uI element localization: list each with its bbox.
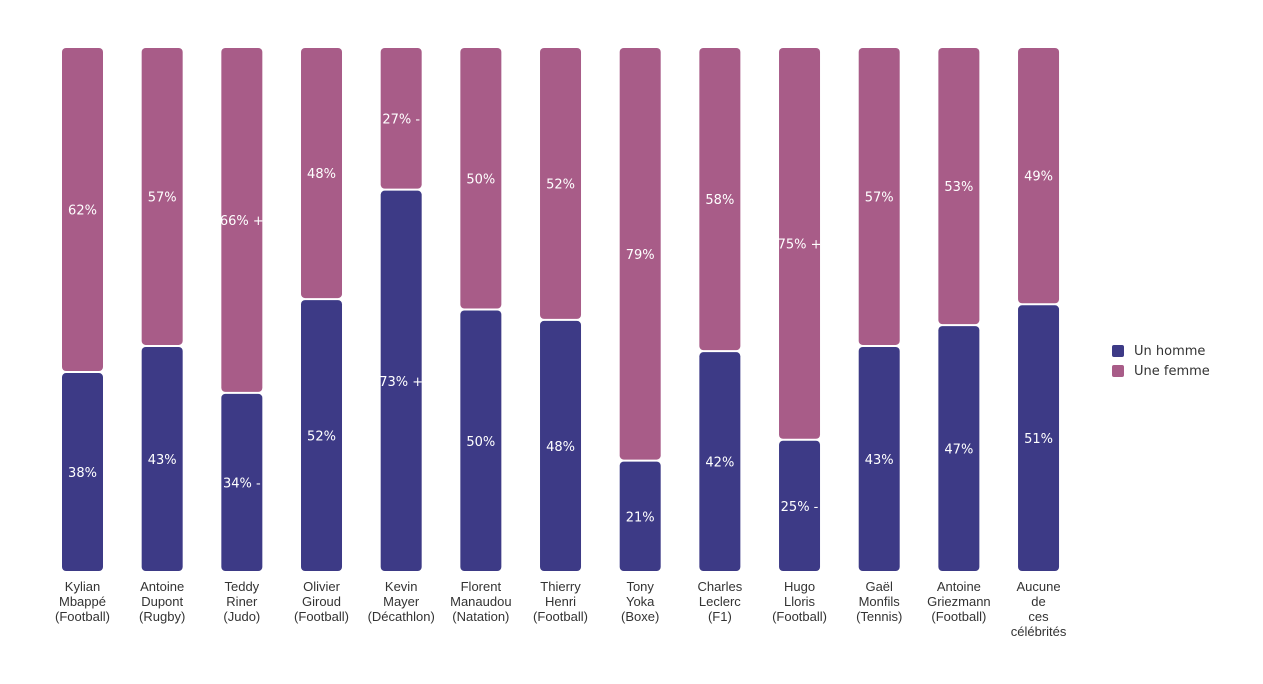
data-label-un-homme-6: 48% xyxy=(546,440,575,455)
bar-une-femme-2 xyxy=(221,48,263,392)
legend: Un homme Une femme xyxy=(1112,341,1210,381)
category-label-7: Tony Yoka (Boxe) xyxy=(621,579,659,624)
bar-un-homme-4 xyxy=(380,190,422,572)
category-label-1: Antoine Dupont (Rugby) xyxy=(139,579,185,624)
data-label-une-femme-6: 52% xyxy=(546,177,575,192)
bar-un-homme-5 xyxy=(460,310,502,571)
data-label-un-homme-2: 34% - xyxy=(223,476,261,491)
bar-une-femme-10 xyxy=(858,48,900,345)
legend-label-un-homme: Un homme xyxy=(1134,343,1206,359)
bar-un-homme-1 xyxy=(141,346,183,571)
data-label-une-femme-1: 57% xyxy=(148,190,177,205)
data-label-une-femme-11: 53% xyxy=(944,180,973,195)
bar-une-femme-8 xyxy=(699,48,741,351)
bar-une-femme-6 xyxy=(540,48,582,319)
data-label-une-femme-4: 27% - xyxy=(382,112,420,127)
bar-un-homme-11 xyxy=(938,326,980,571)
data-label-un-homme-0: 38% xyxy=(68,466,97,481)
bar-un-homme-9 xyxy=(779,440,821,571)
bar-un-homme-7 xyxy=(619,461,661,571)
category-label-9: Hugo Lloris (Football) xyxy=(772,579,827,624)
legend-item-un-homme: Un homme xyxy=(1112,341,1210,361)
category-label-12: Aucune de ces célébrités xyxy=(1011,579,1067,639)
legend-swatch-une-femme xyxy=(1112,365,1124,377)
data-label-un-homme-7: 21% xyxy=(626,510,655,525)
data-label-un-homme-3: 52% xyxy=(307,430,336,445)
category-label-3: Olivier Giroud (Football) xyxy=(294,579,349,624)
category-label-2: Teddy Riner (Judo) xyxy=(223,579,260,624)
bar-un-homme-2 xyxy=(221,393,263,571)
bar-une-femme-7 xyxy=(619,48,661,460)
data-label-une-femme-12: 49% xyxy=(1024,170,1053,185)
data-label-un-homme-12: 51% xyxy=(1024,432,1053,447)
data-label-un-homme-1: 43% xyxy=(148,453,177,468)
bar-une-femme-3 xyxy=(301,48,343,299)
data-label-un-homme-9: 25% - xyxy=(781,500,819,515)
data-label-un-homme-8: 42% xyxy=(705,456,734,471)
data-label-une-femme-7: 79% xyxy=(626,248,655,263)
data-label-un-homme-10: 43% xyxy=(865,453,894,468)
data-label-une-femme-8: 58% xyxy=(705,193,734,208)
category-label-6: Thierry Henri (Football) xyxy=(533,579,588,624)
category-label-4: Kevin Mayer (Décathlon) xyxy=(368,579,435,624)
category-label-0: Kylian Mbappé (Football) xyxy=(55,579,110,624)
bar-une-femme-9 xyxy=(779,48,821,439)
category-label-8: Charles Leclerc (F1) xyxy=(697,579,742,624)
bar-une-femme-12 xyxy=(1018,48,1060,304)
bar-une-femme-4 xyxy=(380,48,422,189)
legend-item-une-femme: Une femme xyxy=(1112,361,1210,381)
bar-un-homme-3 xyxy=(301,300,343,571)
data-label-un-homme-11: 47% xyxy=(944,443,973,458)
bar-un-homme-0 xyxy=(62,373,103,571)
data-label-un-homme-5: 50% xyxy=(466,435,495,450)
bar-une-femme-5 xyxy=(460,48,502,309)
data-label-une-femme-9: 75% + xyxy=(778,237,822,252)
bar-un-homme-6 xyxy=(540,320,582,571)
data-label-une-femme-10: 57% xyxy=(865,190,894,205)
bar-un-homme-12 xyxy=(1018,305,1060,571)
data-label-une-femme-0: 62% xyxy=(68,204,97,219)
bar-un-homme-8 xyxy=(699,352,741,571)
category-label-5: Florent Manaudou (Natation) xyxy=(450,579,511,624)
category-label-10: Gaël Monfils (Tennis) xyxy=(856,579,902,624)
data-label-une-femme-2: 66% + xyxy=(220,214,264,229)
bar-une-femme-0 xyxy=(62,48,103,372)
data-label-une-femme-3: 48% xyxy=(307,167,336,182)
bar-une-femme-1 xyxy=(141,48,183,345)
data-label-un-homme-4: 73% + xyxy=(379,375,423,390)
legend-swatch-un-homme xyxy=(1112,345,1124,357)
legend-label-une-femme: Une femme xyxy=(1134,363,1210,379)
category-label-11: Antoine Griezmann (Football) xyxy=(927,579,991,624)
bar-un-homme-10 xyxy=(858,346,900,571)
data-label-une-femme-5: 50% xyxy=(466,172,495,187)
bar-une-femme-11 xyxy=(938,48,980,325)
